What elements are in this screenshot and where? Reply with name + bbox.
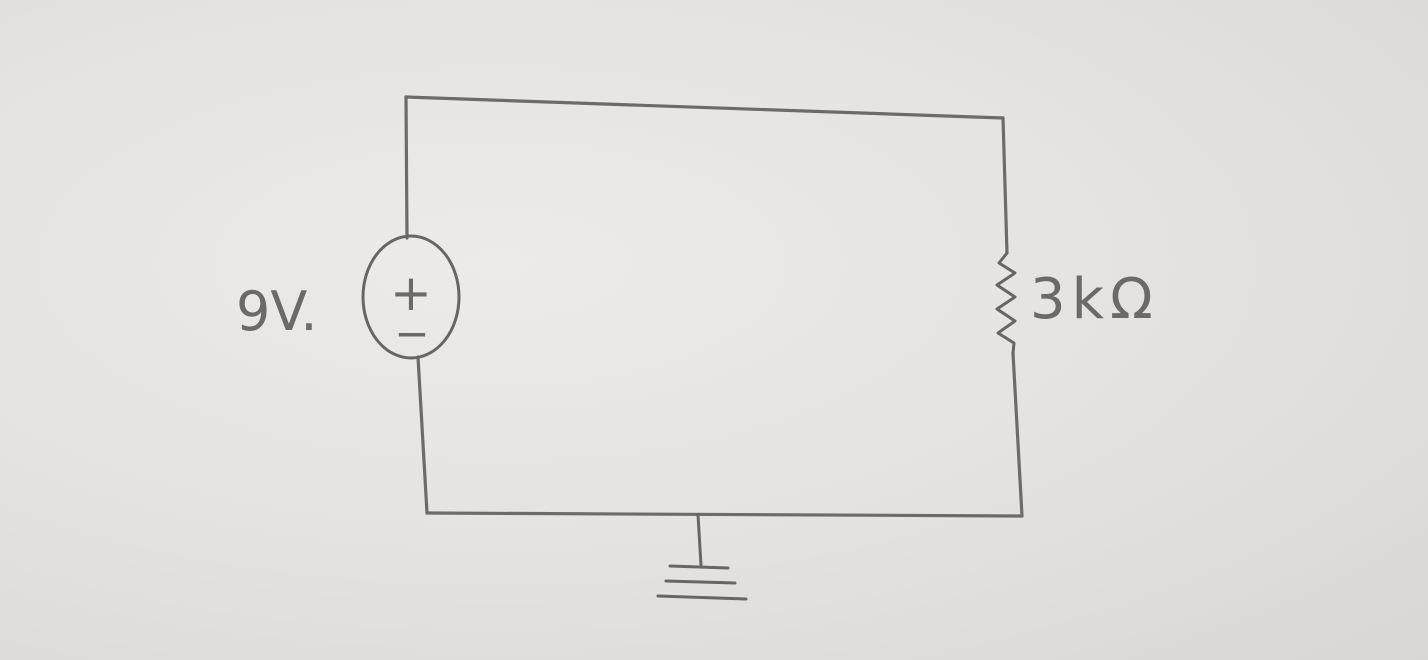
ground-symbol [656,513,748,601]
ground-bar-middle [664,579,737,585]
right-upper-wire [1001,116,1009,255]
bottom-wire [425,511,1024,518]
top-wire [404,95,1005,120]
ground-bar-bottom [656,594,748,601]
source-voltage-label: 9V. [236,280,318,343]
left-lower-wire [416,355,429,515]
voltage-source-circle [361,234,461,360]
voltage-source: + − [361,234,461,360]
ground-bar-top [668,564,730,570]
right-lower-wire [1011,351,1024,518]
left-upper-wire [404,95,409,240]
resistor-value-label: 3kΩ [1030,267,1159,332]
resistor-zigzag [995,251,1017,355]
source-minus-sign: − [394,309,429,358]
ground-stem [696,513,703,567]
source-plus-sign: + [390,264,432,322]
